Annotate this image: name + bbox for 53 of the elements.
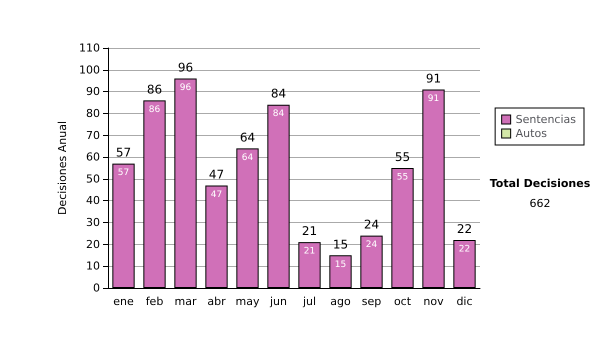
legend-label: Autos xyxy=(516,127,548,140)
y-tick-label: 70 xyxy=(86,128,100,142)
x-tick-label: jun xyxy=(269,295,288,308)
y-tick-label: 10 xyxy=(86,260,100,273)
x-tick-label: dic xyxy=(456,295,473,308)
x-tick-label: mar xyxy=(174,295,197,308)
data-label: 55 xyxy=(396,172,408,182)
x-tick-label: ago xyxy=(330,295,351,308)
data-label: 24 xyxy=(366,240,378,250)
data-label: 91 xyxy=(428,94,440,104)
data-label: 84 xyxy=(272,109,284,120)
y-axis-title: Decisiones Anual xyxy=(56,120,70,216)
total-label: 57 xyxy=(116,146,132,160)
y-tick-label: 50 xyxy=(86,172,100,186)
total-label: 24 xyxy=(364,218,380,232)
total-label: 47 xyxy=(208,167,224,182)
x-tick-label: feb xyxy=(146,295,164,308)
y-tick-label: 60 xyxy=(86,150,100,164)
total-label: 64 xyxy=(240,130,256,144)
total-label: 91 xyxy=(426,71,442,86)
y-tick-label: 90 xyxy=(86,85,100,98)
data-label: 21 xyxy=(304,246,316,257)
data-label: 57 xyxy=(118,168,130,178)
y-tick-label: 110 xyxy=(79,42,100,54)
data-label: 96 xyxy=(180,83,192,94)
y-tick-label: 0 xyxy=(93,282,100,294)
total-label: 86 xyxy=(146,82,162,96)
total-label: 84 xyxy=(270,86,286,101)
x-tick-label: abr xyxy=(207,295,226,308)
y-tick-label: 30 xyxy=(86,216,100,230)
data-label: 15 xyxy=(334,260,346,270)
y-tick-label: 20 xyxy=(86,238,100,251)
text: 662 xyxy=(530,197,550,210)
x-tick-label: may xyxy=(236,295,260,308)
data-label: 47 xyxy=(210,190,222,200)
total-label: 21 xyxy=(302,224,318,238)
data-label: 64 xyxy=(242,152,254,163)
total-label: 22 xyxy=(456,222,472,236)
data-label: 86 xyxy=(148,104,160,115)
data-label: 22 xyxy=(458,244,470,254)
x-tick-label: oct xyxy=(394,295,412,308)
x-tick-label: jul xyxy=(302,295,316,308)
total-label: 96 xyxy=(178,60,194,75)
text: Total Decisiones xyxy=(490,177,591,190)
x-tick-label: ene xyxy=(113,295,134,308)
total-label: 55 xyxy=(394,150,410,164)
x-tick-label: sep xyxy=(362,295,382,308)
x-tick-label: nov xyxy=(423,295,444,308)
legend-label: Sentencias xyxy=(516,113,576,126)
y-tick-label: 100 xyxy=(79,63,100,76)
y-tick-label: 40 xyxy=(86,194,100,208)
y-tick-label: 80 xyxy=(86,106,100,120)
total-label: 15 xyxy=(332,237,348,252)
